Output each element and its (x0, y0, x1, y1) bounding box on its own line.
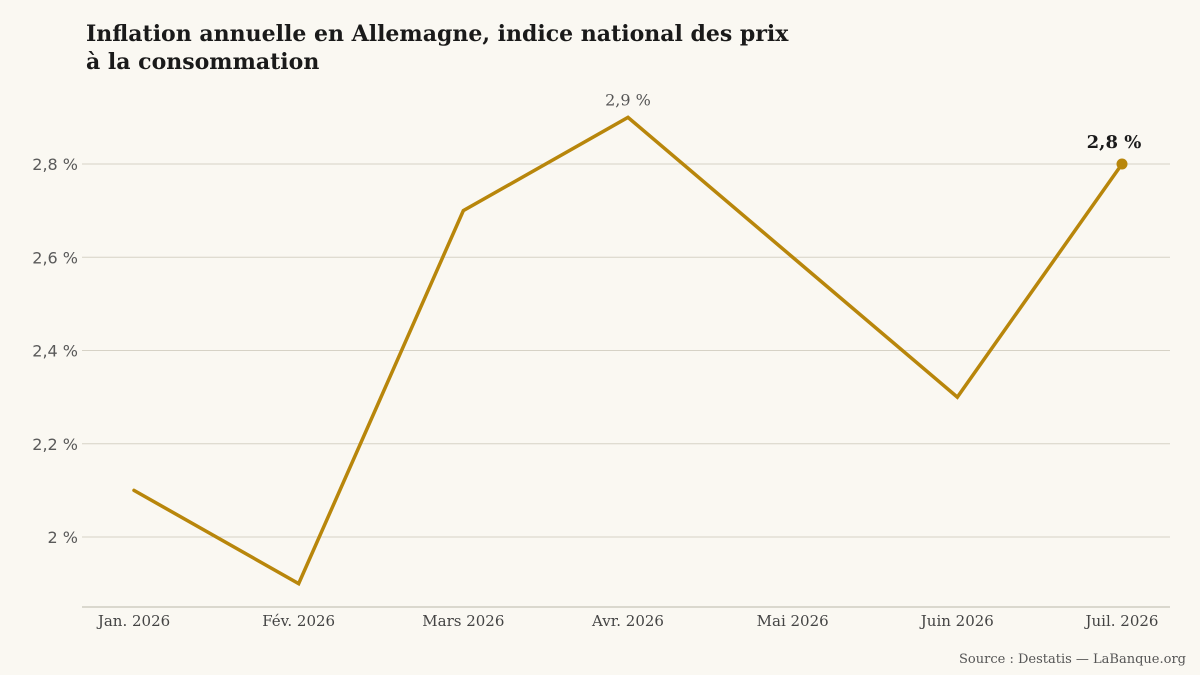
last-point-marker (1116, 158, 1128, 170)
series-line (132, 115, 1124, 587)
y-tick-label: 2,2 % (32, 435, 78, 454)
y-tick-label: 2 % (48, 528, 78, 547)
series (132, 115, 1128, 587)
annotations: 2,9 % 2,8 % (605, 90, 1141, 153)
chart-title: Inflation annuelle en Allemagne, indice … (86, 20, 846, 76)
gridlines (82, 163, 1170, 538)
y-tick-label: 2,6 % (32, 248, 78, 267)
x-tick-label: Fév. 2026 (262, 612, 335, 630)
chart-title-line-1: Inflation annuelle en Allemagne, indice … (86, 21, 789, 47)
peak-value-label: 2,9 % (605, 90, 651, 109)
axes: 2 % 2,2 % 2,4 % 2,6 % 2,8 % Jan. 2026 Fév. 202… (32, 155, 1170, 630)
y-tick-label: 2,4 % (32, 342, 78, 361)
x-tick-label: Juin 2026 (919, 612, 994, 630)
x-tick-label: Jan. 2026 (96, 612, 170, 630)
last-value-label: 2,8 % (1087, 132, 1142, 153)
x-tick-label: Mai 2026 (757, 612, 829, 630)
x-tick-label: Avr. 2026 (591, 612, 664, 630)
x-tick-label: Mars 2026 (422, 612, 504, 630)
source-note: Source : Destatis — LaBanque.org (959, 652, 1186, 667)
chart-title-line-2: à la consommation (86, 49, 320, 75)
y-tick-label: 2,8 % (32, 155, 78, 174)
x-tick-label: Juil. 2026 (1084, 612, 1159, 630)
